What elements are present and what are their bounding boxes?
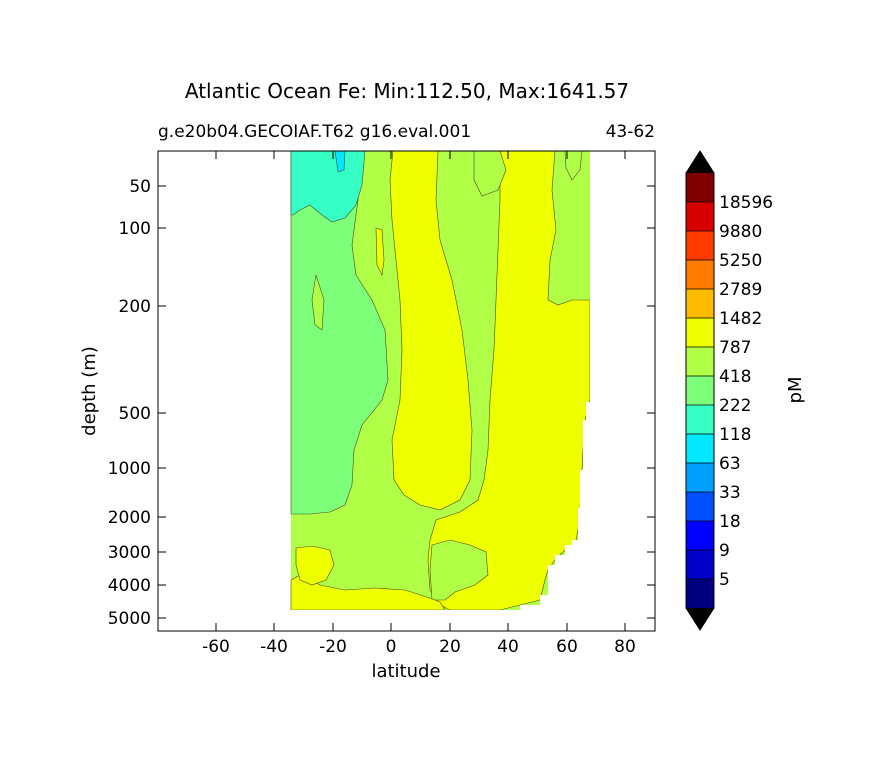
- colorbar-tick-label: 9880: [719, 222, 762, 242]
- contour-region-118-222: [290, 150, 366, 223]
- y-tick-label: 5000: [108, 609, 151, 629]
- colorbar-swatch: [686, 492, 714, 521]
- y-tick-labels: 50 100 200 500 1000 2000 3000 4000 5000: [108, 177, 151, 629]
- colorbar-frame: [685, 150, 715, 631]
- colorbar-swatch: [686, 376, 714, 405]
- y-tick-label: 1000: [108, 459, 151, 479]
- plot-frame: [157, 150, 656, 632]
- colorbar-tick-label: 18: [719, 512, 741, 532]
- colorbar-tick-label: 5250: [719, 251, 762, 271]
- colorbar-swatch: [686, 405, 714, 434]
- colorbar-swatch: [686, 579, 714, 608]
- contour-region-lens: [311, 274, 325, 331]
- y-axis-label: depth (m): [79, 346, 100, 436]
- contour-region-deep-pocket: [429, 539, 489, 601]
- colorbar-swatch: [686, 173, 714, 202]
- colorbar-extend-min: [686, 608, 714, 630]
- colorbar-label: pM: [785, 377, 806, 404]
- colorbar-tick-label: 418: [719, 367, 751, 387]
- colorbar-tick-label: 9: [719, 541, 730, 561]
- colorbar-swatch: [686, 231, 714, 260]
- x-tick-label: -20: [319, 637, 347, 657]
- colorbar-swatch: [686, 347, 714, 376]
- colorbar-tick-label: 5: [719, 570, 730, 590]
- y-tick-label: 4000: [108, 576, 151, 596]
- colorbar-tick-label: 222: [719, 396, 751, 416]
- y-tick-label: 500: [119, 404, 151, 424]
- y-tick-label: 200: [119, 297, 151, 317]
- contour-region-filament: [375, 227, 385, 277]
- x-tick-labels: -60 -40 -20 0 20 40 60 80: [202, 637, 636, 657]
- x-tick-label: -40: [260, 637, 288, 657]
- colorbar-swatch: [686, 434, 714, 463]
- contour-region-south-blob: [295, 545, 335, 586]
- colorbar-swatch: [686, 289, 714, 318]
- colorbar-swatch: [686, 463, 714, 492]
- colorbar-tick-label: 1482: [719, 309, 762, 329]
- chart-subtitle-left: g.e20b04.GECOIAF.T62 g16.eval.001: [158, 122, 471, 142]
- contour-region-787-1482-equatorial: [389, 150, 473, 511]
- plot-area: -60 -40 -20 0 20 40 60 80 50 100 200 5: [79, 150, 656, 682]
- colorbar: 5 9 18 33 63 118 222 418 787 1482 2789 5250 9880 1859…: [685, 150, 773, 631]
- colorbar-tick-label: 2789: [719, 280, 762, 300]
- x-tick-label: 40: [497, 637, 519, 657]
- y-tick-label: 50: [129, 177, 151, 197]
- x-tick-label: 60: [556, 637, 578, 657]
- x-tick-label: -60: [202, 637, 230, 657]
- y-tick-label: 2000: [108, 508, 151, 528]
- colorbar-extend-max: [686, 151, 714, 173]
- colorbar-tick-label: 33: [719, 483, 741, 503]
- seafloor-mask-north: [480, 151, 655, 631]
- contour-region-787-1482-north: [427, 150, 591, 611]
- colorbar-tick-label: 63: [719, 454, 741, 474]
- y-tick-label: 100: [119, 219, 151, 239]
- colorbar-swatch: [686, 202, 714, 231]
- seafloor-mask-bottom: [291, 612, 495, 631]
- colorbar-tick-label: 18596: [719, 193, 773, 213]
- y-ticks: [158, 185, 655, 619]
- colorbar-tick-label: 118: [719, 425, 751, 445]
- colorbar-swatch: [686, 260, 714, 289]
- x-tick-label: 0: [386, 637, 397, 657]
- x-tick-label: 80: [614, 637, 636, 657]
- colorbar-tick-label: 787: [719, 338, 751, 358]
- y-tick-label: 3000: [108, 543, 151, 563]
- contour-region-222-418: [290, 150, 389, 515]
- x-axis-label: latitude: [371, 661, 440, 682]
- x-tick-label: 20: [439, 637, 461, 657]
- colorbar-swatch: [686, 318, 714, 347]
- chart-subtitle-right: 43-62: [606, 122, 655, 142]
- colorbar-swatch: [686, 521, 714, 550]
- chart-title: Atlantic Ocean Fe: Min:112.50, Max:1641.…: [185, 79, 629, 103]
- x-ticks: [215, 151, 626, 631]
- colorbar-swatch: [686, 550, 714, 579]
